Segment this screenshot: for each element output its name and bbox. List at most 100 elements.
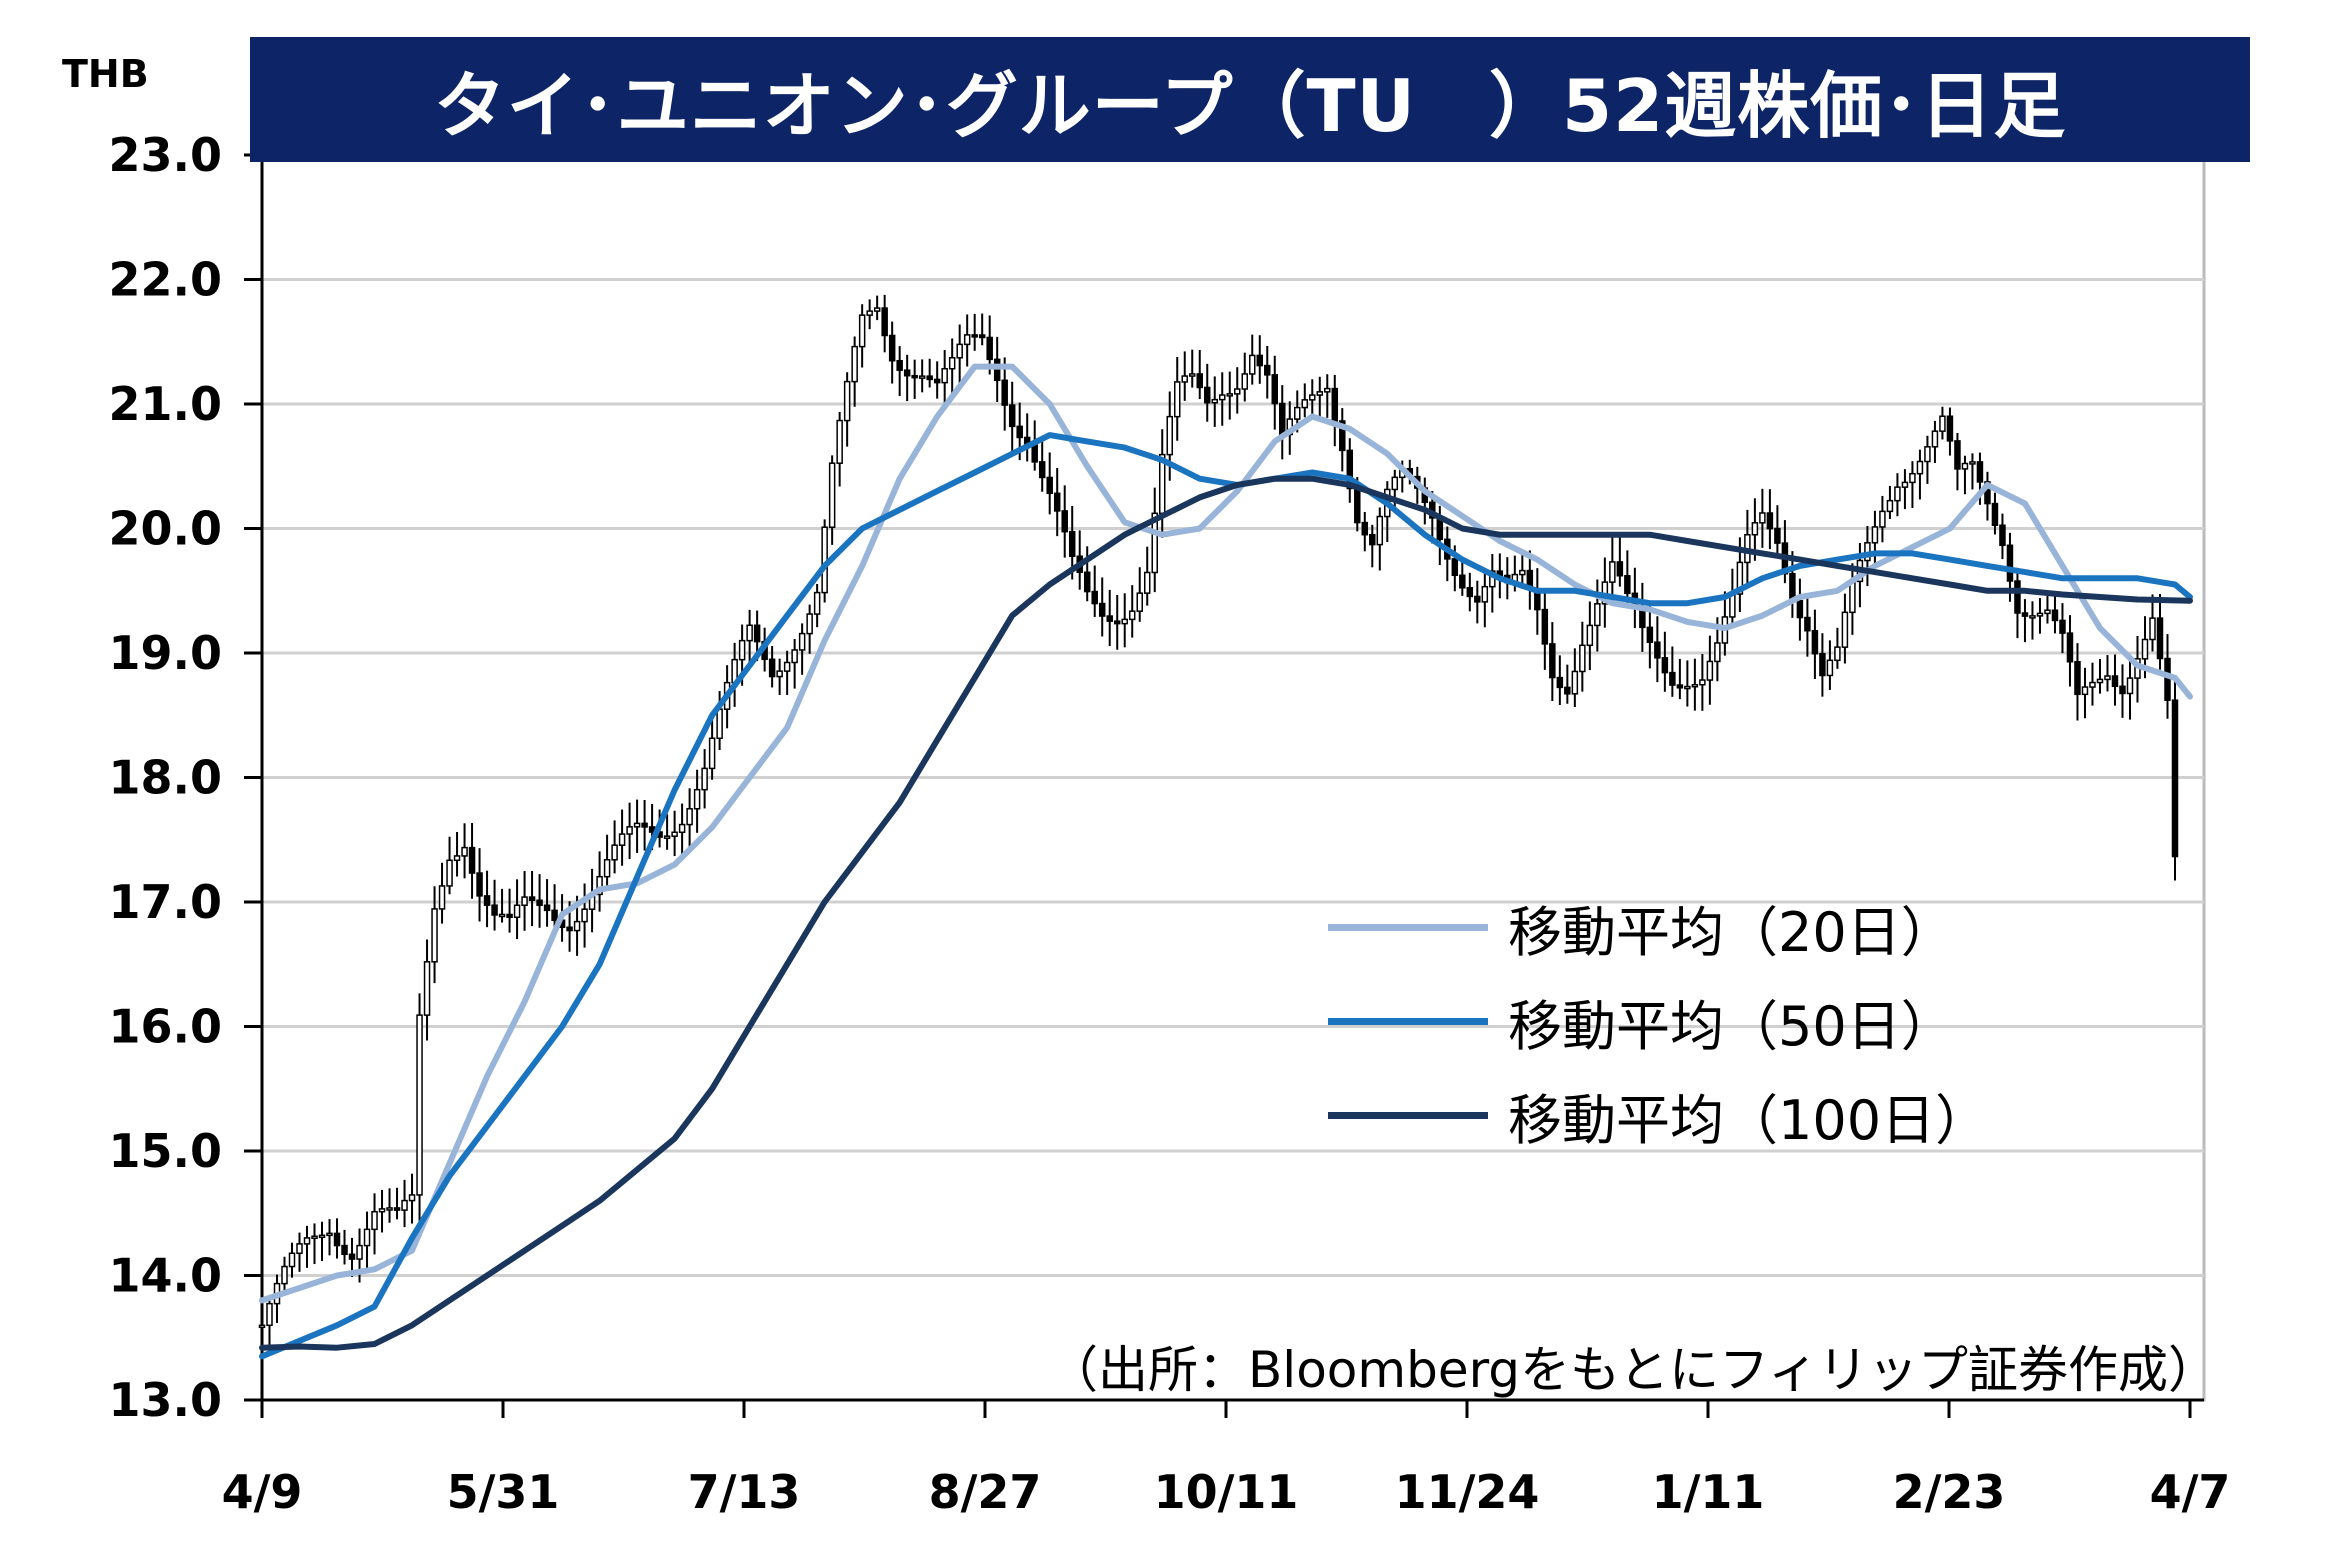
x-tick-label: 10/11 [1154,1465,1299,1519]
candle-body [1008,404,1016,428]
candle-body [716,708,723,740]
candle-body [356,1244,363,1260]
candle-body [1481,585,1489,603]
y-tick-label: 13.0 [109,1373,223,1427]
candle-body [2089,681,2096,688]
candle-body [1128,610,1136,621]
y-tick-label: 22.0 [109,253,223,307]
candle-body [1143,571,1151,594]
candle-body [1939,415,1946,432]
candle-body [1361,521,1369,536]
candle-body [1684,685,1691,690]
candle-body [881,307,888,337]
candle-body [1871,526,1879,544]
candle-body [866,310,873,316]
candle-body [1046,476,1053,495]
candle-body [498,913,506,918]
candle-body [491,904,498,916]
candle-body [2126,677,2134,695]
candle-body [2021,612,2029,617]
candle-body [603,859,611,878]
candle-body [378,1208,386,1213]
candle-body [266,1302,273,1327]
candle-body [281,1265,288,1285]
candle-body [1961,462,1969,470]
candle-body [1369,533,1376,546]
candle-body [1218,394,1226,401]
candle-body [2156,617,2164,660]
candle-body [633,822,641,828]
candle-body [1061,510,1068,533]
candle-body [806,613,813,635]
y-tick-label: 21.0 [109,377,223,431]
candle-body [1699,679,1706,686]
candle-body [1241,373,1249,390]
candle-body [873,307,881,312]
candle-body [371,1210,378,1231]
candle-body [1751,522,1759,536]
candle-body [348,1253,356,1260]
candle-body [1826,659,1834,677]
candle-body [911,374,918,379]
candle-body [791,649,798,664]
candle-body [1931,430,1939,448]
candle-body [753,624,761,643]
candle-body [1324,387,1331,393]
candle-body [393,1207,401,1211]
candle-body [1173,381,1181,418]
candle-body [1256,354,1264,367]
candle-body [746,624,753,642]
candle-body [971,334,978,338]
candle-body [798,632,806,651]
candle-body [783,661,791,672]
candle-body [1564,686,1571,695]
candle-body [1264,364,1271,376]
candle-body [701,767,708,791]
candle-body [1474,595,1481,603]
x-tick-label: 8/27 [929,1465,1042,1519]
x-tick-label: 1/11 [1652,1465,1765,1519]
ma100-line [259,475,2193,1351]
candle-body [1234,388,1241,395]
candle-body [318,1234,326,1239]
candle-body [1571,670,1579,695]
candle-body [663,835,671,839]
y-tick-label: 16.0 [109,1000,223,1054]
candle-body [1676,684,1684,689]
candle-body [1151,512,1158,574]
candle-body [1541,608,1549,645]
candle-body [1834,646,1841,662]
candle-body [1459,574,1466,589]
candle-body [1766,512,1774,530]
legend-swatch-ma100 [1328,1111,1488,1119]
candle-body [573,920,581,932]
candle-body [1654,641,1661,659]
legend-swatch-ma20 [1328,923,1488,931]
candle-body [1098,602,1106,617]
candle-body [1211,398,1218,404]
candle-body [1886,499,1894,513]
candle-body [1346,449,1354,490]
legend-swatch-ma50 [1328,1017,1488,1025]
candle-body [1714,642,1721,663]
candle-body [1136,592,1143,612]
candle-body [311,1235,318,1240]
candle-body [1203,386,1211,404]
candle-body [1669,671,1676,686]
candle-body [626,826,633,835]
candle-body [521,896,528,906]
candle-body [836,419,843,464]
candle-body [1774,527,1781,544]
y-tick-label: 17.0 [109,875,223,929]
candle-body [1991,502,1999,526]
candle-body [438,885,446,910]
candle-body [363,1228,371,1247]
candle-body [1796,599,1804,619]
candle-body [2081,686,2089,696]
candle-body [1646,626,1654,643]
candle-body [2164,657,2171,701]
candle-body [386,1207,393,1211]
candle-body [461,846,468,857]
candle-body [1068,530,1076,557]
